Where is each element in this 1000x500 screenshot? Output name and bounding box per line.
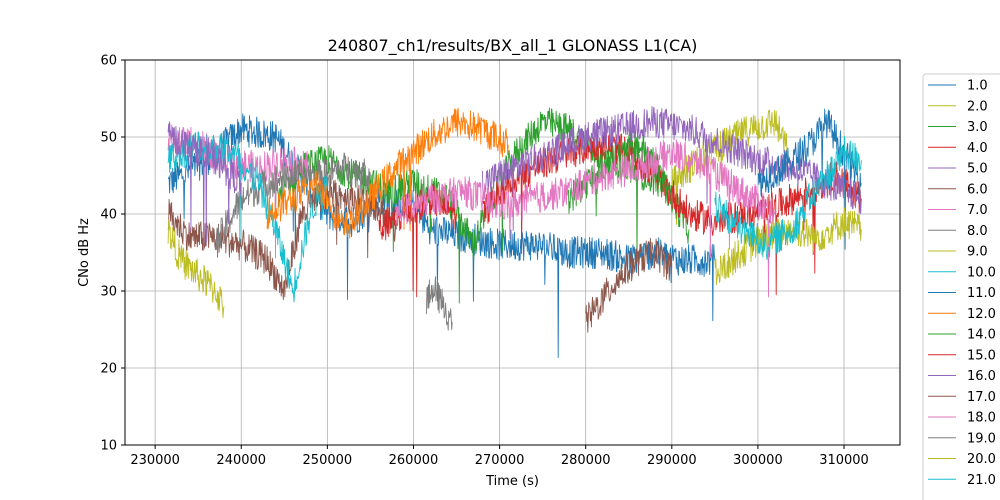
legend-label: 15.0	[967, 348, 996, 363]
legend-label: 7.0	[967, 203, 988, 218]
series-line-21.0	[714, 136, 862, 260]
y-axis-label: CNo dB Hz	[77, 218, 92, 287]
grid-lines	[125, 59, 900, 446]
x-tick-label: 260000	[389, 453, 439, 468]
series-line-12.0	[266, 107, 509, 239]
x-tick-label: 290000	[647, 453, 697, 468]
y-tick-label: 30	[100, 285, 117, 300]
legend-label: 2.0	[967, 99, 988, 114]
x-tick-label: 250000	[303, 453, 353, 468]
series-layer	[167, 105, 862, 358]
legend-label: 18.0	[967, 411, 996, 426]
x-tick-label: 240000	[216, 453, 266, 468]
series-line-19.0	[425, 276, 453, 331]
x-tick-label: 300000	[733, 453, 783, 468]
y-tick-label: 40	[100, 208, 117, 223]
chart-title: 240807_ch1/results/BX_all_1 GLONASS L1(C…	[328, 36, 698, 56]
series-line-10.0	[167, 131, 328, 303]
y-tick-label: 10	[100, 439, 117, 454]
legend-box	[922, 73, 1000, 500]
series-line-8.0	[214, 152, 371, 258]
legend-label: 21.0	[967, 473, 996, 488]
legend-label: 14.0	[967, 328, 996, 343]
legend-label: 3.0	[967, 120, 988, 135]
legend-label: 19.0	[967, 431, 996, 446]
legend-label: 1.0	[967, 79, 988, 94]
x-axis-label: Time (s)	[485, 474, 539, 489]
series-line-18.0	[395, 139, 776, 298]
y-tick-label: 50	[100, 131, 117, 146]
plot-frame	[124, 59, 901, 446]
x-tick-label: 280000	[561, 453, 611, 468]
series-line-2.0	[671, 109, 789, 225]
legend-label: 9.0	[967, 245, 988, 260]
legend-label: 10.0	[967, 265, 996, 280]
legend-label: 12.0	[967, 307, 996, 322]
series-line-1.0	[167, 113, 716, 358]
series-line-9.0	[167, 219, 225, 319]
legend-label: 8.0	[967, 224, 988, 239]
y-axis: 10 20 30 40 50 60	[100, 54, 125, 454]
legend-label: 11.0	[967, 286, 996, 301]
series-line-5.0	[481, 105, 862, 231]
legend-label: 16.0	[967, 369, 996, 384]
legend-label: 20.0	[967, 452, 996, 467]
x-axis: 230000 240000 250000 260000 270000 280000 2900…	[130, 445, 869, 468]
legend: 1.0 2.0 3.0 4.0 5.0 6.0 7.0 8.0 9.0 10.0 11.0 12.0 1…	[922, 73, 1000, 500]
series-line-4.0	[482, 130, 862, 296]
legend-label: 6.0	[967, 182, 988, 197]
legend-label: 17.0	[967, 390, 996, 405]
series-line-6.0	[167, 175, 397, 301]
x-tick-label: 310000	[819, 453, 869, 468]
y-tick-label: 20	[100, 362, 117, 377]
legend-label: 5.0	[967, 162, 988, 177]
series-line-16.0	[167, 121, 242, 251]
x-tick-label: 270000	[475, 453, 525, 468]
y-tick-label: 60	[100, 54, 117, 69]
x-tick-label: 230000	[130, 453, 180, 468]
legend-label: 4.0	[967, 141, 988, 156]
series-line-17.0	[585, 237, 673, 333]
